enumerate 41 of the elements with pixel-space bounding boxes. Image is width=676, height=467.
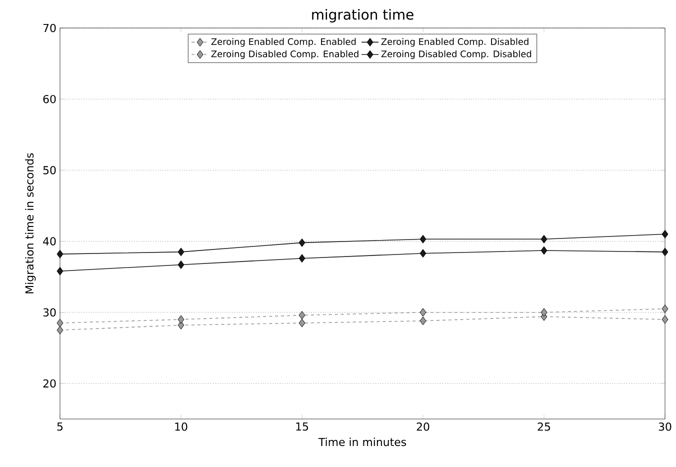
legend-label: Zeroing Enabled Comp. Enabled xyxy=(211,38,356,47)
point xyxy=(540,246,548,255)
x-tick-label: 30 xyxy=(658,422,672,431)
point xyxy=(56,266,64,276)
point xyxy=(540,308,548,317)
point xyxy=(298,254,306,263)
point xyxy=(662,248,668,256)
point xyxy=(662,230,668,238)
y-tick-label: 30 xyxy=(43,308,56,317)
x-tick-label: 5 xyxy=(57,422,63,431)
point xyxy=(298,238,306,247)
x-tick-label: 15 xyxy=(296,422,308,431)
point xyxy=(178,260,184,269)
point xyxy=(298,318,306,328)
x-tick-label: 25 xyxy=(538,422,550,431)
x-tick-label: 20 xyxy=(416,422,430,431)
point xyxy=(420,249,426,258)
point xyxy=(420,316,426,326)
point xyxy=(56,318,64,328)
point xyxy=(178,315,184,324)
point xyxy=(56,326,64,334)
point xyxy=(178,248,184,256)
point xyxy=(420,308,426,317)
y-tick-label: 50 xyxy=(43,166,56,174)
y-tick-label: 20 xyxy=(43,379,56,388)
y-tick-label: 40 xyxy=(43,237,56,246)
legend-label: Zeroing Enabled Comp. Disabled xyxy=(381,38,528,47)
chart-title: migration time xyxy=(312,8,414,22)
point xyxy=(540,234,548,244)
point xyxy=(662,315,668,324)
y-tick-label: 70 xyxy=(43,24,56,32)
point xyxy=(298,310,306,320)
point xyxy=(662,304,668,314)
point xyxy=(56,250,64,258)
legend-label: Zeroing Disabled Comp. Enabled xyxy=(211,50,358,60)
x-axis-title: Time in minutes xyxy=(318,438,406,446)
y-axis-title: Migration time in seconds xyxy=(25,153,36,294)
x-tick-label: 10 xyxy=(175,422,188,431)
point xyxy=(420,234,426,244)
legend-label: Zeroing Disabled Comp. Disabled xyxy=(381,50,532,60)
y-tick-label: 60 xyxy=(43,94,56,104)
